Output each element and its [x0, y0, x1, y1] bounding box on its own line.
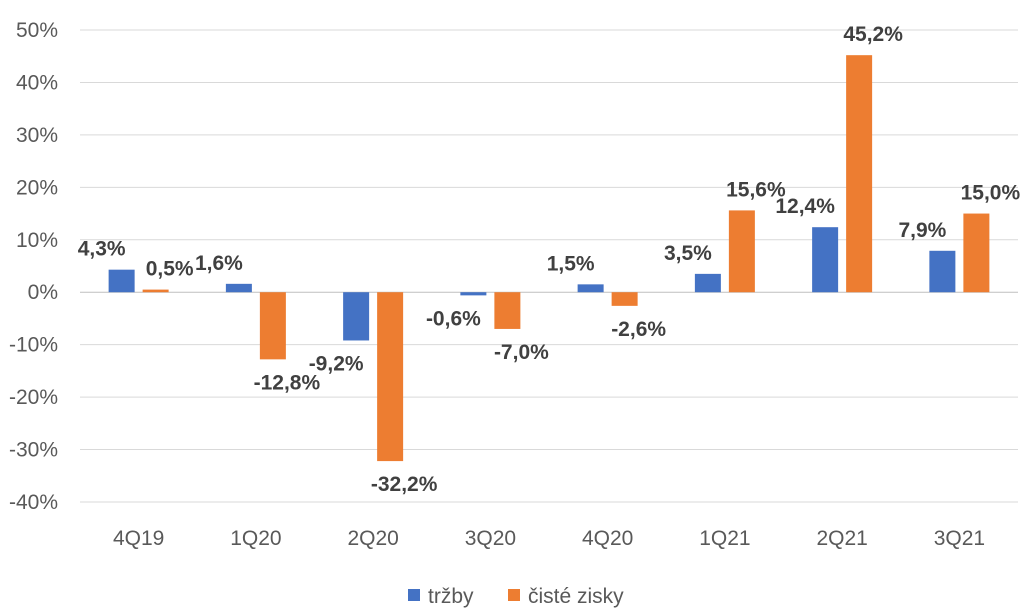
data-label: 15,6%	[726, 178, 786, 201]
y-tick-label: 20%	[16, 176, 58, 199]
data-label: 12,4%	[775, 195, 835, 218]
bar-ciste-zisky	[494, 292, 521, 329]
data-label: -32,2%	[371, 473, 438, 496]
y-axis-ticks: 50% 40% 30% 20% 10% 0% -10% -20% -30% -40%	[9, 19, 58, 514]
data-label: 1,6%	[195, 252, 243, 275]
data-label: -12,8%	[254, 371, 321, 394]
x-tick-label: 3Q21	[934, 527, 985, 550]
data-label: 7,9%	[898, 219, 946, 242]
y-tick-label: -10%	[9, 334, 58, 357]
legend-label-trzby: tržby	[428, 585, 474, 608]
y-tick-label: 0%	[28, 281, 58, 304]
bar-trzby	[225, 283, 252, 293]
x-tick-label: 4Q20	[582, 527, 633, 550]
bar-trzby	[108, 269, 135, 293]
data-label: 45,2%	[843, 23, 903, 46]
bar-ciste-zisky	[259, 292, 286, 360]
y-tick-label: -40%	[9, 491, 58, 514]
bar-ciste-zisky	[611, 292, 638, 306]
bar-trzby	[694, 273, 721, 293]
y-tick-label: 30%	[16, 124, 58, 147]
legend: tržby čisté zisky	[408, 585, 624, 608]
bar-ciste-zisky	[963, 213, 990, 293]
y-tick-label: -20%	[9, 386, 58, 409]
data-label: -9,2%	[309, 352, 364, 375]
bar-trzby	[577, 284, 604, 293]
bar-ciste-zisky	[142, 289, 169, 293]
x-axis-ticks: 4Q19 1Q20 2Q20 3Q20 4Q20 1Q21 2Q21 3Q21	[113, 527, 985, 550]
x-tick-label: 2Q21	[816, 527, 867, 550]
y-tick-label: -30%	[9, 439, 58, 462]
data-label: 4,3%	[78, 238, 126, 261]
x-tick-label: 1Q21	[699, 527, 750, 550]
bar-trzby	[343, 292, 370, 341]
legend-label-ciste-zisky: čisté zisky	[528, 585, 624, 608]
data-label: -2,6%	[611, 318, 666, 341]
y-tick-label: 50%	[16, 19, 58, 42]
x-tick-label: 2Q20	[347, 527, 398, 550]
bar-trzby	[929, 250, 956, 293]
data-label: -0,6%	[426, 307, 481, 330]
x-tick-label: 1Q20	[230, 527, 281, 550]
bar-trzby	[812, 227, 839, 293]
x-tick-label: 4Q19	[113, 527, 164, 550]
y-tick-label: 10%	[16, 229, 58, 252]
data-label: -7,0%	[494, 341, 549, 364]
bar-ciste-zisky	[846, 55, 873, 293]
legend-swatch-ciste-zisky	[508, 589, 520, 601]
y-tick-label: 40%	[16, 71, 58, 94]
data-label: 3,5%	[664, 242, 712, 265]
data-label: 1,5%	[547, 252, 595, 275]
data-label: 15,0%	[961, 182, 1021, 205]
legend-swatch-trzby	[408, 589, 420, 601]
bars	[108, 55, 990, 462]
data-labels: 4,3% 0,5% 1,6% -12,8%-9,2% -32,2% -0,6% -7,0% 1…	[78, 23, 1021, 496]
bar-ciste-zisky	[377, 292, 404, 462]
bar-ciste-zisky	[728, 210, 755, 293]
data-label: 0,5%	[146, 258, 194, 281]
x-tick-label: 3Q20	[465, 527, 516, 550]
bar-trzby	[460, 292, 487, 296]
